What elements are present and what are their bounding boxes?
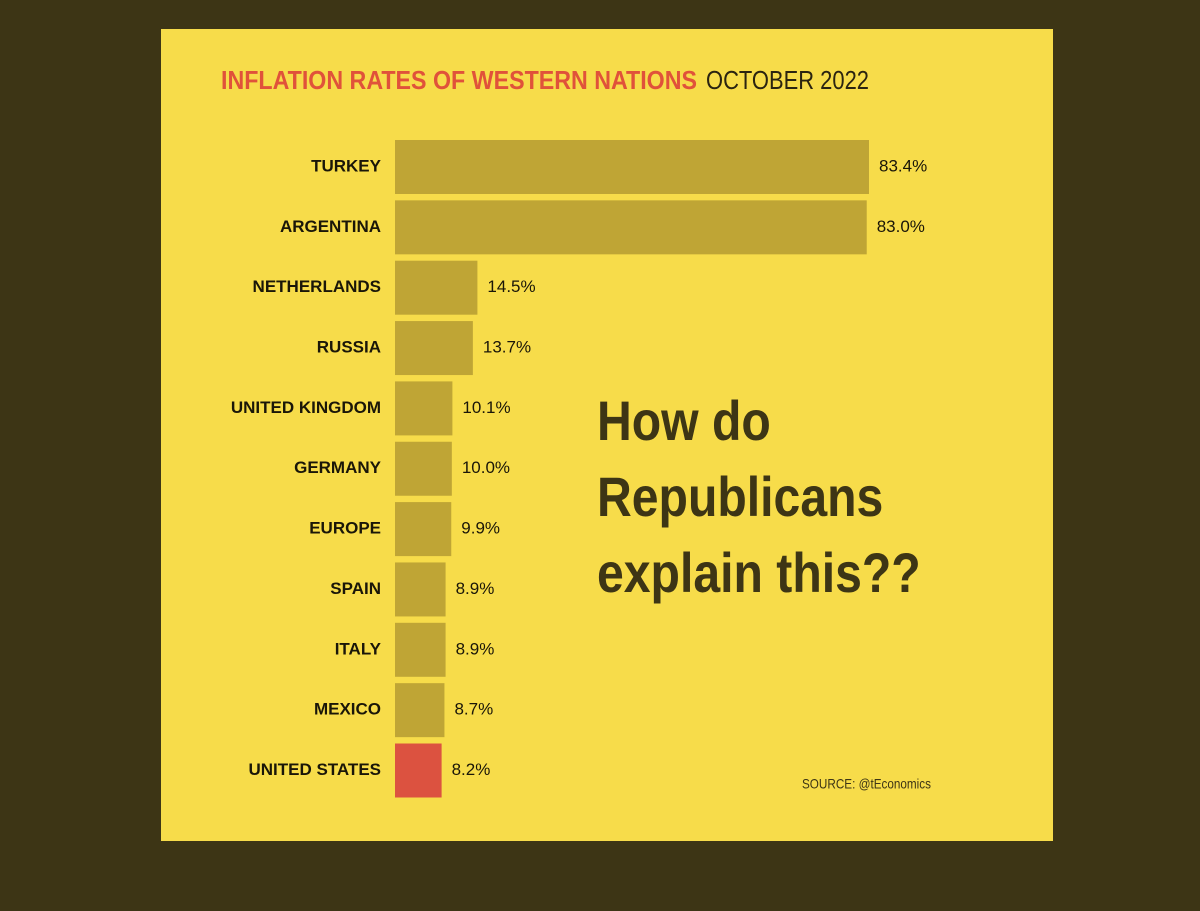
category-label: ITALY <box>335 639 382 658</box>
category-label: ARGENTINA <box>280 217 381 236</box>
category-label: TURKEY <box>311 156 382 175</box>
category-label: GERMANY <box>294 458 382 477</box>
category-label: NETHERLANDS <box>253 277 381 296</box>
bar <box>395 200 867 255</box>
category-label: SPAIN <box>330 579 381 598</box>
bar <box>395 321 473 376</box>
annotation: How do <box>597 390 771 452</box>
bar <box>395 260 478 315</box>
value-label: 10.1% <box>462 398 510 417</box>
bar <box>395 622 446 677</box>
bar <box>395 441 452 496</box>
value-label: 8.9% <box>456 639 495 658</box>
annotation: explain this?? <box>597 542 921 604</box>
bar <box>395 683 445 738</box>
source: SOURCE: @tEconomics <box>802 776 931 792</box>
value-label: 83.0% <box>877 217 925 236</box>
bar <box>395 140 869 194</box>
bar <box>395 562 446 617</box>
value-label: 83.4% <box>879 156 927 175</box>
value-label: 8.9% <box>456 579 495 598</box>
category-label: EUROPE <box>309 519 381 538</box>
bar <box>395 502 452 557</box>
chart-title: INFLATION RATES OF WESTERN NATIONS <box>221 65 697 95</box>
value-label: 14.5% <box>487 277 535 296</box>
value-label: 8.2% <box>452 760 491 779</box>
bar <box>395 381 453 436</box>
category-label: UNITED STATES <box>248 760 381 779</box>
chart-subtitle: OCTOBER 2022 <box>706 65 869 95</box>
bar <box>395 743 442 798</box>
value-label: 9.9% <box>461 519 500 538</box>
category-label: UNITED KINGDOM <box>231 398 381 417</box>
category-label: MEXICO <box>314 700 381 719</box>
annotation: Republicans <box>597 466 883 528</box>
value-label: 13.7% <box>483 338 531 357</box>
value-label: 10.0% <box>462 458 510 477</box>
value-label: 8.7% <box>454 700 493 719</box>
category-label: RUSSIA <box>317 338 381 357</box>
